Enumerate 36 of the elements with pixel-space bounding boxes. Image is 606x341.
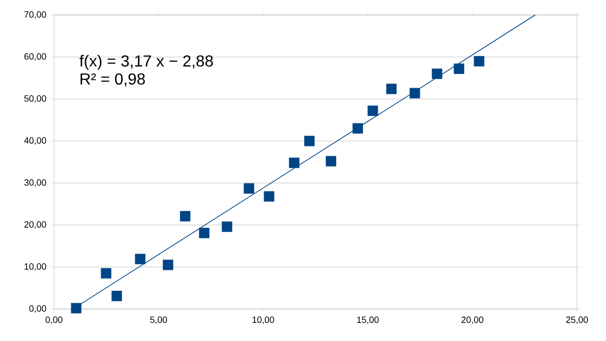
point: [386, 84, 397, 94]
point: [244, 183, 254, 194]
y-tick-label: 70,00: [24, 11, 46, 19]
point: [368, 106, 378, 116]
point: [222, 221, 232, 232]
point: [112, 290, 122, 302]
point: [432, 68, 442, 79]
y-tick-label: 20,00: [24, 221, 46, 229]
point: [134, 254, 146, 264]
point: [70, 302, 82, 314]
point: [304, 136, 315, 146]
point: [100, 268, 112, 278]
point: [326, 156, 336, 166]
point: [162, 260, 174, 270]
y-tick-label: 60,00: [24, 53, 46, 61]
y-tick-label: 10,00: [24, 263, 46, 271]
point: [199, 228, 210, 238]
point: [474, 56, 484, 66]
point: [454, 64, 464, 74]
y-tick-label: 40,00: [24, 137, 46, 145]
x-tick-label: 0,00: [46, 316, 62, 324]
x-tick-label: 10,00: [252, 316, 274, 324]
annotation: f(x) = 3,17 x − 2,88: [80, 54, 213, 70]
y-tick-label: 0,00: [29, 305, 46, 313]
annotation: R² = 0,98: [80, 73, 145, 87]
x-tick-label: 25,00: [566, 316, 588, 324]
point: [352, 123, 363, 134]
point: [264, 191, 274, 202]
x-tick-label: 15,00: [357, 316, 379, 324]
x-tick-label: 20,00: [462, 316, 484, 324]
y-tick-label: 50,00: [24, 95, 46, 103]
x-tick-label: 5,00: [150, 316, 168, 324]
y-tick-label: 30,00: [24, 179, 46, 187]
point: [180, 210, 190, 222]
point: [288, 158, 300, 168]
point: [410, 88, 420, 98]
